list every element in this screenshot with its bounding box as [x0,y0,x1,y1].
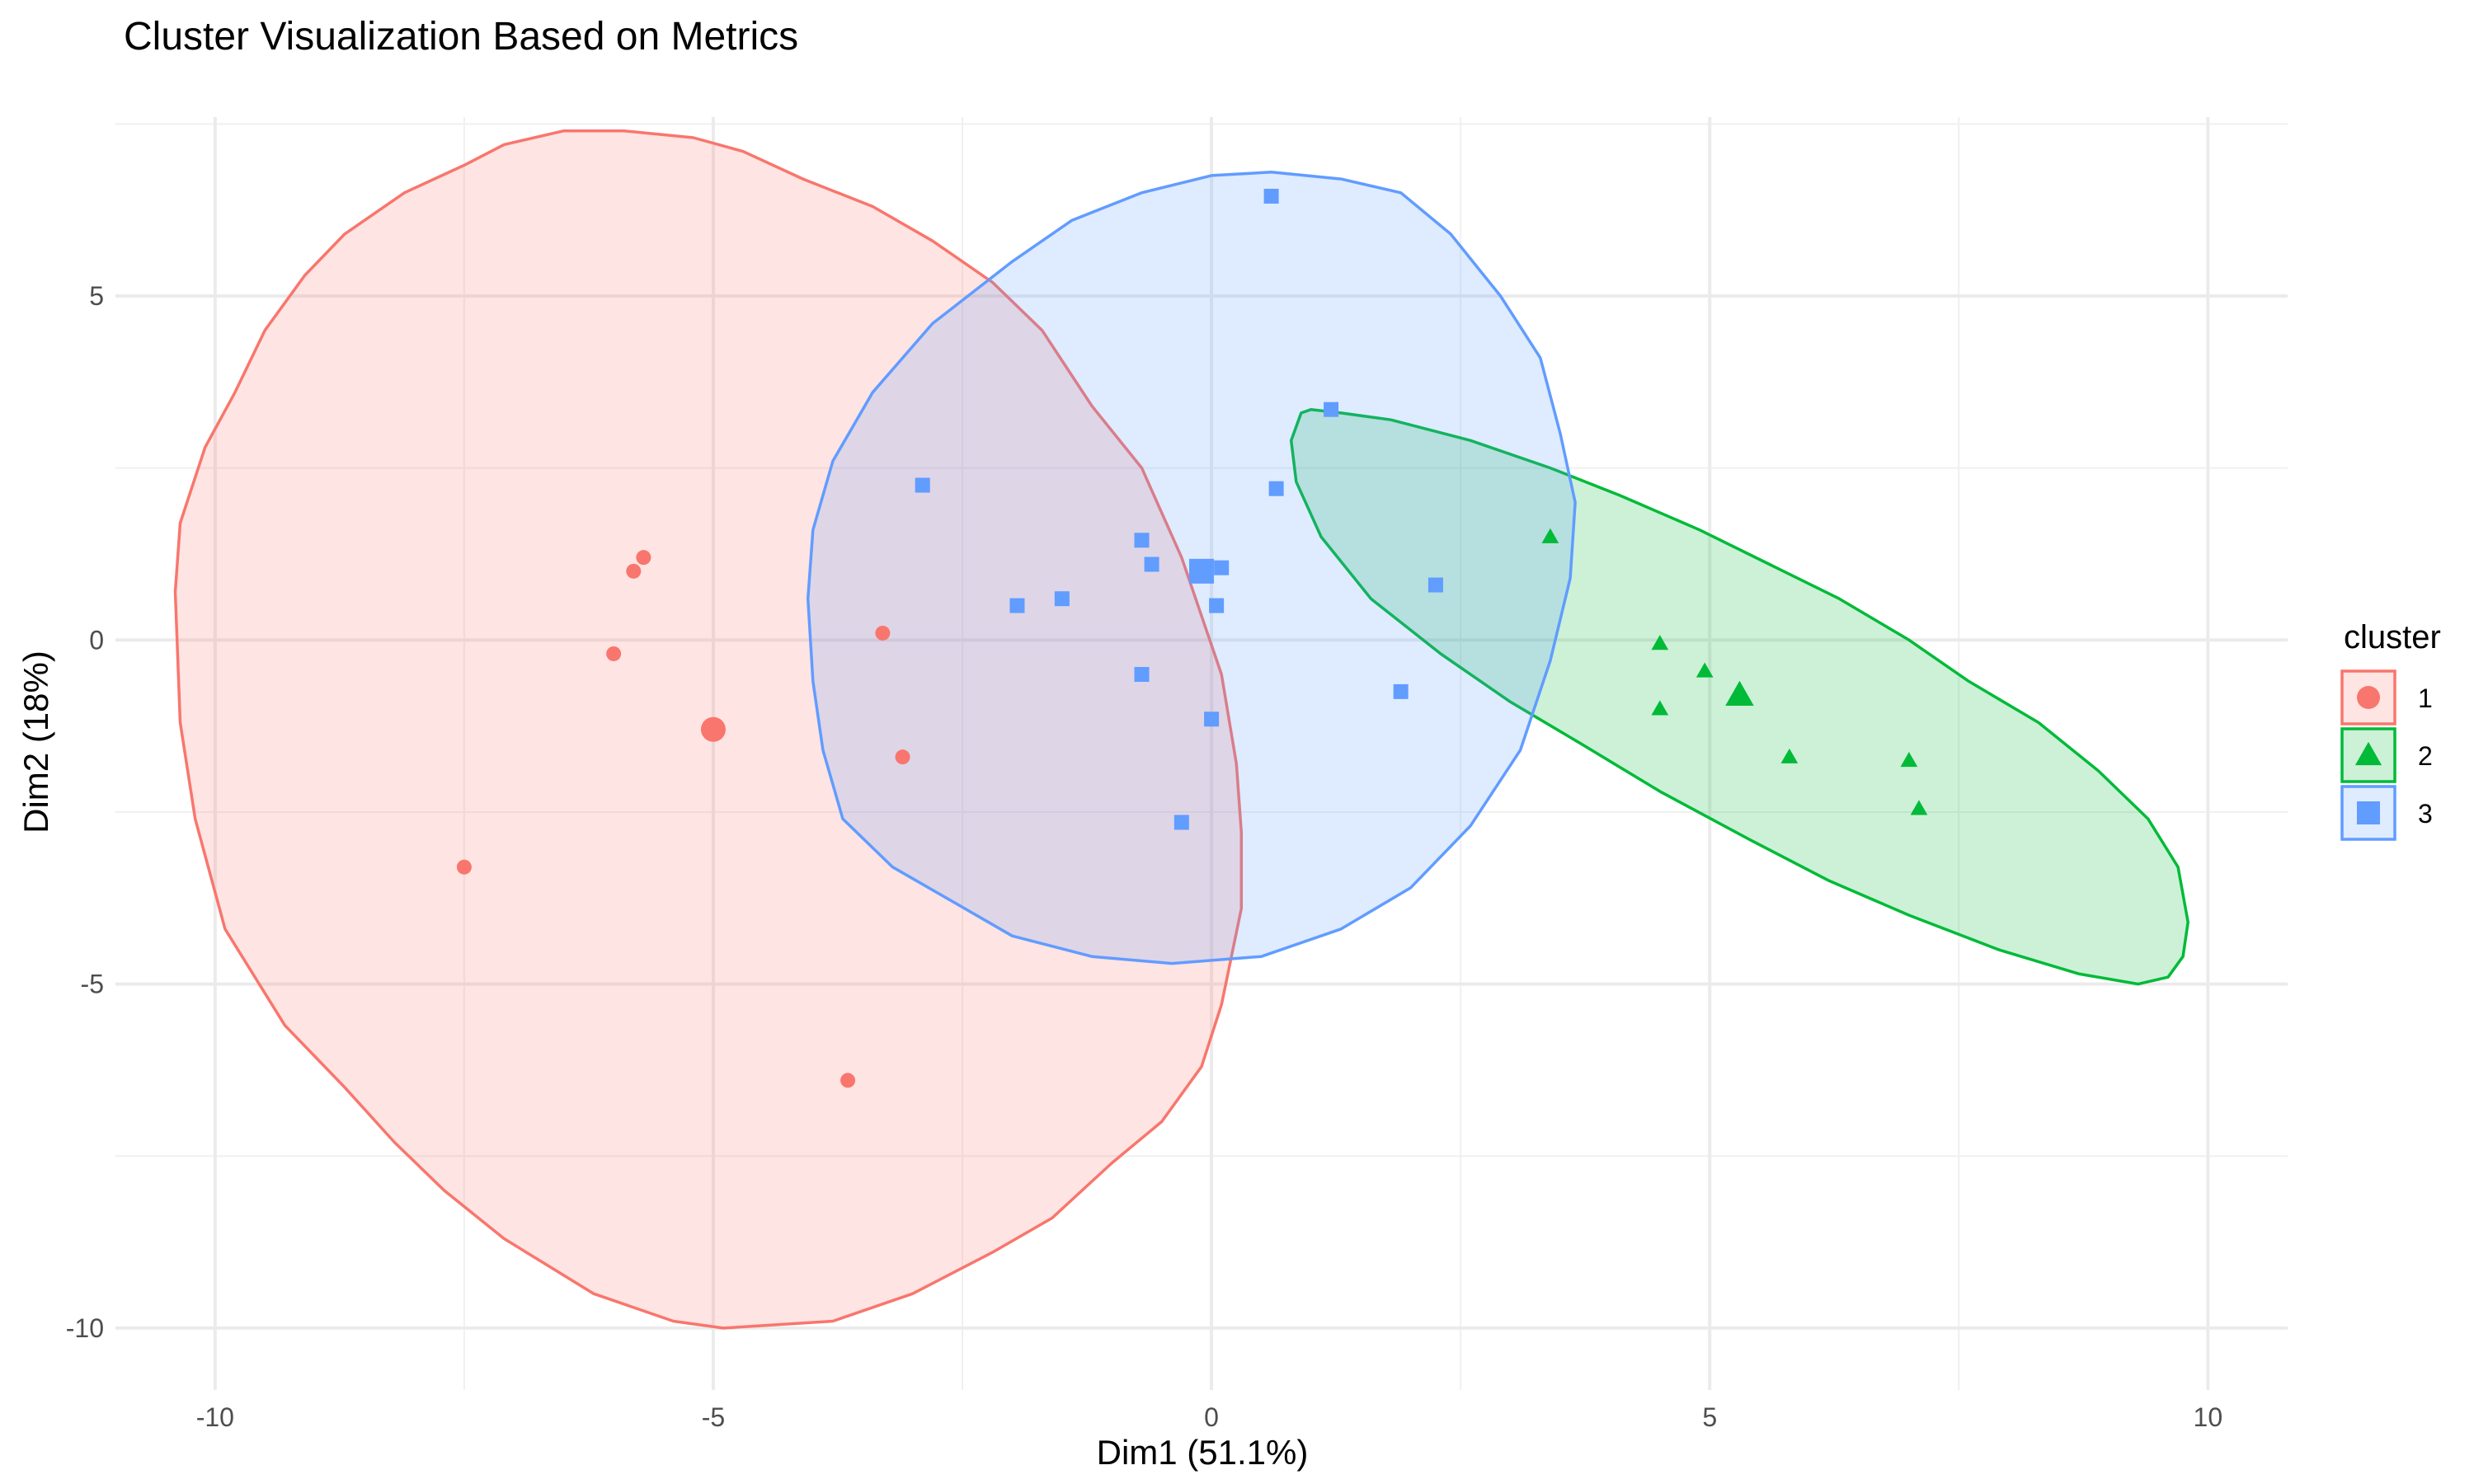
x-tick-label: -10 [196,1402,234,1432]
cluster-2-point [1900,751,1918,768]
legend-symbol-3 [2357,801,2380,824]
cluster-2-point [1541,528,1559,543]
x-axis-title: Dim1 (51.1%) [1097,1433,1309,1472]
cluster-3-centroid [1189,558,1214,584]
x-tick-label: 5 [1702,1402,1717,1432]
cluster-3-point [1324,402,1339,417]
cluster-3-point [915,477,930,493]
data-points [456,188,1928,1088]
cluster-3-point [1174,815,1189,830]
cluster-3-point [1268,481,1284,496]
cluster-3-point [1214,560,1230,575]
cluster-2-point [1696,662,1714,678]
x-tick-label: 10 [2194,1402,2223,1432]
x-tick-labels: -10 -5 0 5 10 [196,1402,2222,1432]
y-tick-label: -10 [66,1313,104,1343]
cluster-3-point [1204,711,1220,727]
legend-symbol-1 [2357,686,2380,709]
cluster-3-point [1009,598,1025,613]
legend-label-2: 2 [2418,741,2433,771]
y-tick-label: -5 [81,970,104,999]
grid-lines [115,117,2288,1390]
cluster-3-point [1393,683,1409,699]
cluster-3-point [1054,591,1070,607]
cluster-1-point [456,859,472,875]
cluster-2-point [1910,800,1928,815]
cluster-2-point [1780,748,1799,763]
x-tick-label: 0 [1204,1402,1219,1432]
cluster-1-point [875,625,891,641]
cluster-1-centroid [700,716,726,742]
x-tick-label: -5 [702,1402,725,1432]
y-axis-title: Dim2 (18%) [16,650,55,834]
legend-title: cluster [2344,619,2441,655]
cluster-1-point [626,563,642,579]
y-tick-label: 5 [89,281,104,311]
y-tick-labels: 5 0 -5 -10 [66,281,104,1343]
legend: cluster 1 2 3 [2340,619,2441,841]
cluster-1-point [895,749,910,765]
legend-label-3: 3 [2418,799,2433,829]
cluster-3-point [1134,533,1150,548]
cluster-3-point [1209,598,1225,613]
cluster-2-point [1651,700,1669,716]
cluster-1-point [606,646,622,661]
cluster-3-point [1144,556,1159,572]
cluster-1-point [636,550,651,566]
cluster-2-point [1651,635,1669,650]
cluster-1-point [840,1073,856,1088]
legend-label-1: 1 [2418,683,2433,713]
cluster-3-point [1427,577,1443,593]
y-tick-label: 0 [89,625,104,655]
cluster-2-centroid [1725,680,1754,706]
legend-symbol-2 [2354,741,2382,766]
chart-title: Cluster Visualization Based on Metrics [124,15,798,59]
cluster-3-point [1134,667,1150,683]
cluster-3-point [1263,188,1279,204]
